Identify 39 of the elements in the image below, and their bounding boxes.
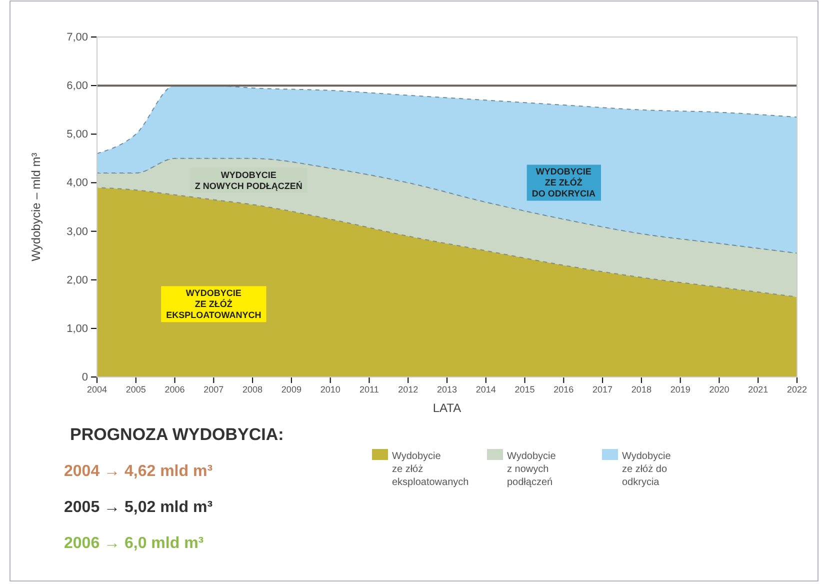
text: 2005 → 5,02 mld m³	[64, 499, 213, 516]
x-tick-label: 2012	[398, 384, 418, 394]
x-tick-label: 2006	[164, 384, 185, 394]
x-tick-label: 2020	[709, 384, 730, 394]
y-axis-title: Wydobycie – mld m³	[29, 152, 43, 262]
x-tick-label: 2009	[281, 384, 302, 394]
x-tick-label: 2015	[514, 384, 535, 394]
legend-label: Wydobycie ze złóż eksploatowanych	[392, 451, 469, 488]
y-tick-label: 2,00	[66, 274, 88, 286]
y-tick-label: 1,00	[66, 322, 88, 335]
text: 2004 → 4,62 mld m³	[64, 463, 213, 480]
x-tick-label: 2017	[592, 384, 613, 394]
x-tick-label: 2019	[670, 384, 690, 394]
y-tick-label: 7,00	[66, 32, 88, 44]
x-tick-label: 2014	[476, 384, 496, 394]
legend-label: Wydobycie ze złóż do odkrycia	[622, 451, 672, 488]
x-tick-label: 2007	[204, 384, 224, 394]
y-tick-label: 6,00	[66, 80, 88, 92]
y-tick-label: 5,00	[66, 128, 88, 141]
x-tick-label: 2022	[786, 384, 808, 394]
annotation: WYDOBYCIE Z NOWYCH PODŁĄCZEŃ	[194, 170, 302, 191]
x-tick-label: 2018	[631, 384, 652, 394]
legend-label: Wydobycie z nowych podłączeń	[507, 451, 556, 488]
x-tick-label: 2010	[320, 384, 340, 394]
x-tick-label: 2021	[748, 384, 768, 394]
x-tick-label: 2013	[436, 384, 458, 394]
x-tick-label: 2016	[554, 384, 574, 394]
x-tick-label: 2011	[360, 384, 379, 394]
text: PROGNOZA WYDOBYCIA:	[70, 425, 284, 444]
x-tick-label: 2004	[86, 384, 108, 394]
x-tick-label: 2005	[126, 384, 146, 394]
x-tick-label: 2008	[242, 384, 263, 394]
y-tick-label: 4,00	[66, 177, 88, 190]
annotation: WYDOBYCIE ZE ZŁÓŻ EKSPLOATOWANYCH	[166, 288, 262, 320]
x-axis-title: LATA	[432, 401, 462, 415]
y-tick-label: 3,00	[66, 226, 88, 238]
annotation: WYDOBYCIE ZE ZŁÓŻ DO ODKRYCIA	[532, 166, 596, 199]
y-tick-label: 0	[82, 372, 88, 384]
text: 2006 → 6,0 mld m³	[64, 535, 204, 552]
